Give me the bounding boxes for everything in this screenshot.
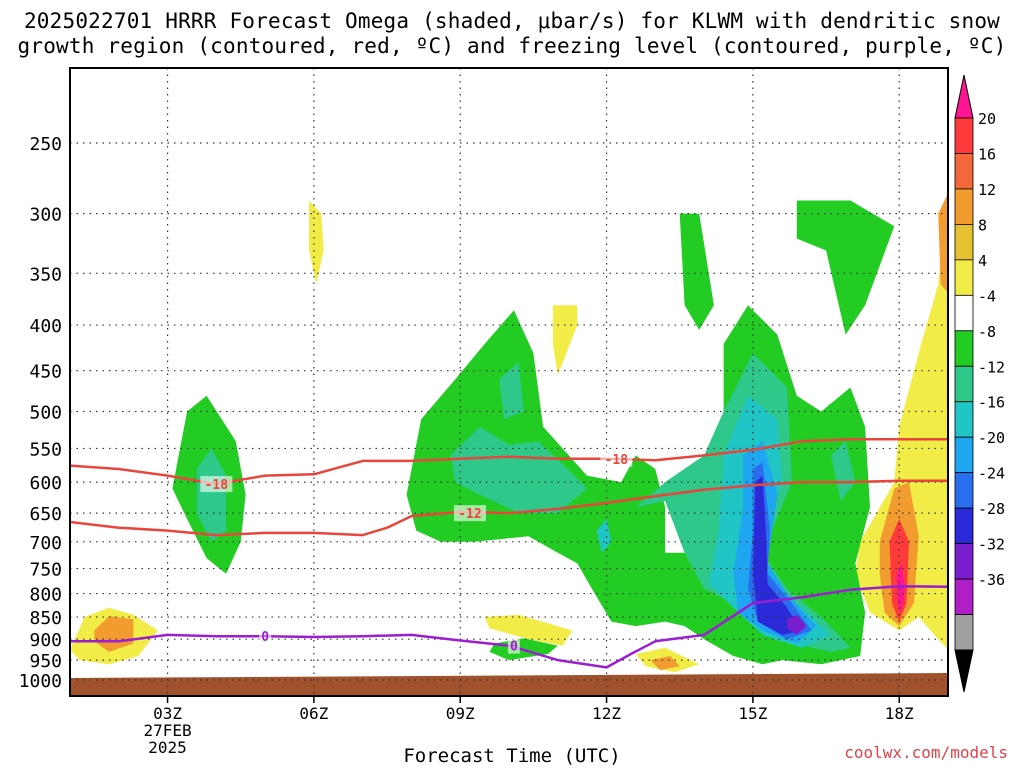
contour-label: -18 [205,478,229,493]
colorbar-segment [954,259,974,296]
omega-shade-region [679,213,714,330]
y-tick-label: 450 [29,362,62,383]
colorbar-segment [954,436,974,474]
colorbar-tick-label: -8 [978,323,996,341]
chart-title-line2: growth region (contoured, red, ºC) and f… [17,34,1007,58]
contour-label-bg [200,476,233,493]
colorbar-segment [954,188,974,225]
colorbar-tick-label: -24 [978,465,1005,483]
x-date-label: 2025 [148,738,187,757]
plot-frame [69,67,949,697]
omega-shade-region [484,614,573,646]
x-tick-label: 03Z [153,704,182,723]
chart-title-line1: 2025022701 HRRR Forecast Omega (shaded, … [23,9,1001,33]
colorbar-tick-label: 12 [978,181,996,199]
contour-label: -18 [605,453,629,468]
y-tick-label: 600 [29,473,62,494]
y-tick-label: 300 [29,205,62,226]
colorbar-tick-label: -32 [978,536,1005,554]
y-tick-label: 1000 [19,671,62,692]
colorbar-tick-label: -12 [978,358,1005,376]
y-tick-label: 700 [29,533,62,554]
colorbar-tick-label: -4 [978,287,996,305]
omega-shade-region [94,616,134,652]
colorbar-tick-label: -28 [978,500,1005,518]
colorbar-tick-label: -16 [978,394,1005,412]
colorbar-segment [954,330,974,367]
colorbar-segment [954,401,974,438]
contour-label: 0 [510,640,518,655]
colorbar-segment [954,614,974,651]
y-tick-label: 750 [29,560,62,581]
colorbar-tick-label: 20 [978,110,996,128]
colorbar-segment [954,294,974,332]
colorbar-tick-label: 8 [978,216,987,234]
colorbar-segment [954,153,974,190]
omega-shade-region [855,186,948,650]
omega-shade-region [309,200,324,285]
y-tick-label: 800 [29,585,62,606]
omega-shade-region [787,614,807,635]
colorbar-segment [954,365,974,403]
y-tick-label: 250 [29,134,62,155]
colorbar-segment [954,117,974,154]
colorbar-tick-label: 4 [978,252,987,270]
y-tick-label: 400 [29,316,62,337]
contour-line [70,584,948,669]
y-tick-label: 950 [29,651,62,672]
contour-label-bg [600,450,633,467]
omega-shade-region [796,200,895,335]
y-tick-label: 850 [29,608,62,629]
omega-shade-region [830,441,856,501]
colorbar-segment [954,578,974,615]
x-tick-label: 15Z [738,704,767,723]
x-axis-label: Forecast Time (UTC) [403,745,621,767]
omega-shade-region [196,448,227,542]
contour-label-bg [453,505,486,522]
contour-label-bg [507,637,520,654]
y-tick-label: 650 [29,504,62,525]
omega-shade-region [752,475,802,635]
colorbar-segment [954,223,974,261]
omega-shade-region [938,193,948,294]
contour-label-bg [259,628,272,645]
omega-shade-region [552,305,578,375]
y-tick-label: 550 [29,439,62,460]
x-tick-label: 06Z [299,704,328,723]
credit-link[interactable]: coolwx.com/models [844,743,1008,762]
colorbar-tick-label: -36 [978,571,1005,589]
y-tick-label: 500 [29,403,62,424]
colorbar-tick-label: -20 [978,429,1005,447]
colorbar-top-arrow [954,74,974,119]
contour-label: -12 [458,507,481,522]
x-tick-label: 09Z [446,704,475,723]
x-tick-label: 18Z [885,704,914,723]
omega-shade-region [499,362,524,420]
y-tick-label: 350 [29,264,62,285]
omega-shade-region [450,426,587,514]
contour-label: 0 [261,630,269,645]
terrain-band [70,673,948,696]
x-date-label: 27FEB [143,721,191,740]
x-tick-label: 12Z [592,704,621,723]
colorbar-bottom-arrow [954,649,974,693]
colorbar-segment [954,543,974,580]
colorbar-tick-label: 16 [978,145,996,163]
colorbar-segment [954,472,974,509]
y-tick-label: 900 [29,630,62,651]
omega-shade-region [596,519,612,553]
colorbar-segment [954,507,974,544]
omega-shade-region [650,656,680,671]
